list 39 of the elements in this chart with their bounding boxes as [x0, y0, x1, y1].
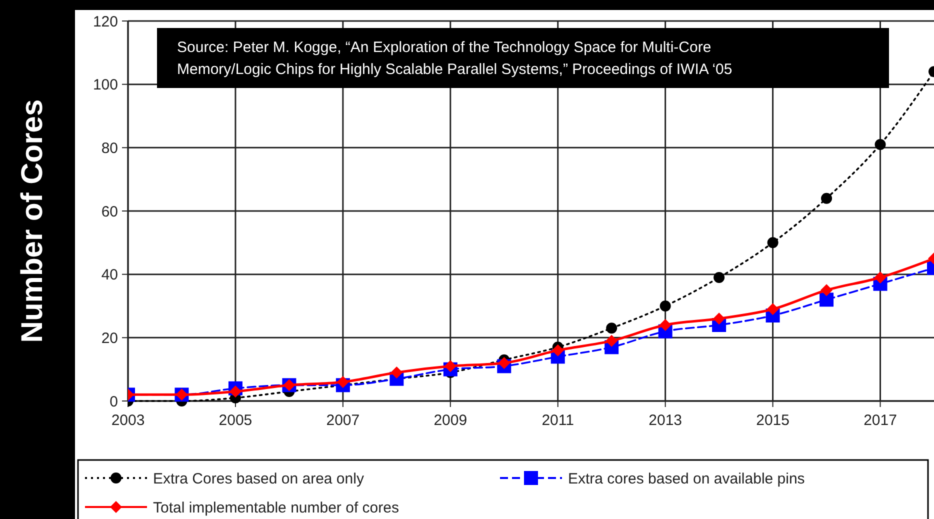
- x-tick-label: 2005: [218, 412, 252, 429]
- point: [390, 366, 403, 378]
- x-tick-label: 2009: [434, 412, 468, 429]
- y-tick-label: 40: [101, 266, 118, 284]
- x-tick-label: 2017: [864, 412, 897, 429]
- x-tick-label: 2011: [542, 412, 574, 429]
- point: [766, 303, 779, 316]
- point: [659, 319, 672, 331]
- legend-label: Total implementable number of cores: [153, 499, 399, 516]
- x-tick-label: 2015: [756, 412, 790, 429]
- point: [336, 376, 349, 388]
- annotation: Source: Peter M. Kogge, “An Exploration of the Technology Space for Multi-Core Memory/Logic Chips for Highly Scalable Parallel Systems,” Proceedings of IWIA ‘05: [177, 39, 732, 78]
- y-tick-label: 80: [101, 140, 118, 157]
- y-tick-label: 20: [101, 330, 118, 347]
- legend-label: Extra cores based on available pins: [568, 470, 805, 488]
- y-axis-title: Number of Cores: [16, 99, 49, 343]
- point: [821, 192, 832, 204]
- y-tick-label: 0: [110, 393, 118, 410]
- point: [820, 284, 833, 296]
- x-tick-label: 2007: [326, 412, 360, 429]
- y-tick-label: 100: [92, 76, 118, 94]
- point: [552, 344, 564, 356]
- point: [606, 322, 618, 334]
- point: [444, 360, 456, 372]
- point: [714, 272, 725, 283]
- legend-label: Extra Cores based on area only: [153, 470, 364, 488]
- point: [229, 386, 242, 398]
- x-tick-label: 2013: [648, 412, 682, 429]
- x-tick-label: 2003: [111, 412, 145, 429]
- point: [606, 334, 618, 347]
- point: [874, 139, 886, 150]
- point: [820, 292, 834, 307]
- y-tick-label: 120: [92, 13, 118, 30]
- point: [660, 300, 671, 312]
- point: [767, 237, 778, 248]
- point: [713, 312, 726, 325]
- point: [498, 357, 510, 369]
- point: [874, 272, 886, 284]
- y-tick-label: 60: [101, 203, 118, 220]
